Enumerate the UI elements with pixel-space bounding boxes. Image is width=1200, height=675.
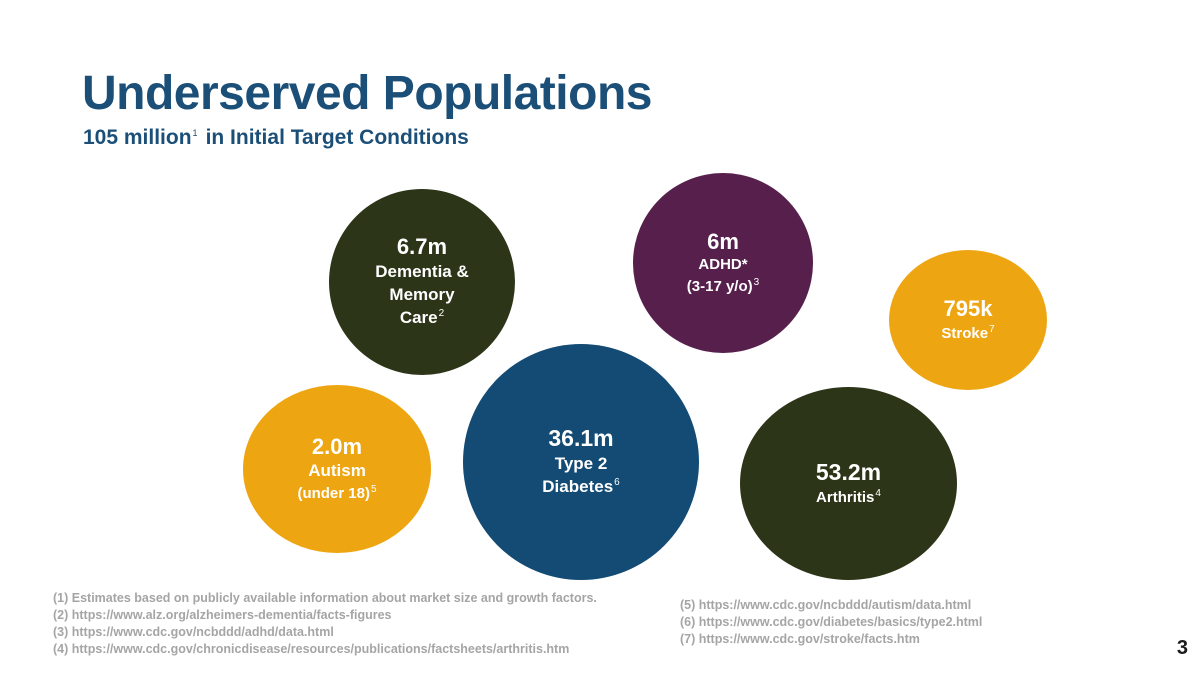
bubble-diabetes-label-2: Diabetes — [542, 476, 614, 496]
subtitle-total: 105 million — [83, 126, 192, 149]
page-title: Underserved Populations — [82, 67, 652, 120]
bubble-autism-value: 2.0m — [311, 433, 363, 459]
bubble-autism-ref: 5 — [370, 484, 377, 496]
bubble-dementia: 6.7m Dementia & Memory Care2 — [329, 189, 515, 375]
bubble-dementia-ref: 2 — [438, 308, 445, 319]
bubble-diabetes-value: 36.1m — [548, 425, 614, 452]
bubble-diabetes: 36.1m Type 2 Diabetes6 — [463, 344, 699, 580]
footnote-5: (5) https://www.cdc.gov/ncbddd/autism/da… — [680, 598, 972, 612]
bubble-autism-label-2: (under 18) — [297, 485, 370, 503]
bubble-stroke-label: Stroke — [941, 324, 989, 342]
footnote-1: (1) Estimates based on publicly availabl… — [53, 591, 597, 605]
footnotes-left: (1) Estimates based on publicly availabl… — [53, 590, 597, 658]
bubble-adhd-label-2: (3-17 y/o) — [686, 277, 753, 295]
bubble-arthritis: 53.2m Arthritis4 — [740, 387, 957, 580]
footnote-4: (4) https://www.cdc.gov/chronicdisease/r… — [53, 642, 570, 656]
footnote-6: (6) https://www.cdc.gov/diabetes/basics/… — [680, 615, 983, 629]
subtitle-rest: in Initial Target Conditions — [205, 126, 469, 149]
bubble-autism-label-1: Autism — [308, 461, 366, 481]
footnote-3: (3) https://www.cdc.gov/ncbddd/adhd/data… — [53, 625, 334, 639]
bubble-arthritis-ref: 4 — [875, 487, 881, 499]
bubble-stroke-ref: 7 — [989, 323, 995, 335]
bubble-dementia-label-3: Care — [399, 307, 438, 327]
bubble-autism: 2.0m Autism (under 18)5 — [243, 385, 431, 553]
bubble-adhd: 6m ADHD* (3-17 y/o)3 — [633, 173, 813, 353]
bubble-stroke-value: 795k — [943, 296, 993, 322]
footnote-2: (2) https://www.alz.org/alzheimers-demen… — [53, 608, 392, 622]
bubble-adhd-label-1: ADHD* — [698, 256, 748, 274]
bubble-dementia-value: 6.7m — [396, 234, 448, 260]
subtitle: 105 million1 in Initial Target Conditions — [83, 126, 469, 150]
bubble-diabetes-label-1: Type 2 — [554, 453, 608, 473]
bubble-arthritis-label: Arthritis — [816, 488, 875, 506]
bubble-stroke: 795k Stroke7 — [889, 250, 1047, 390]
bubble-adhd-ref: 3 — [753, 276, 760, 288]
footnote-7: (7) https://www.cdc.gov/stroke/facts.htm — [680, 632, 920, 646]
bubble-adhd-value: 6m — [707, 229, 739, 255]
bubble-dementia-label-2: Memory — [389, 284, 455, 304]
bubble-diabetes-ref: 6 — [614, 477, 620, 489]
page-number: 3 — [1176, 637, 1188, 659]
bubble-arthritis-value: 53.2m — [815, 459, 882, 486]
footnotes-right: (5) https://www.cdc.gov/ncbddd/autism/da… — [680, 597, 982, 648]
subtitle-ref: 1 — [192, 128, 198, 138]
bubble-dementia-label-1: Dementia & — [375, 261, 469, 281]
